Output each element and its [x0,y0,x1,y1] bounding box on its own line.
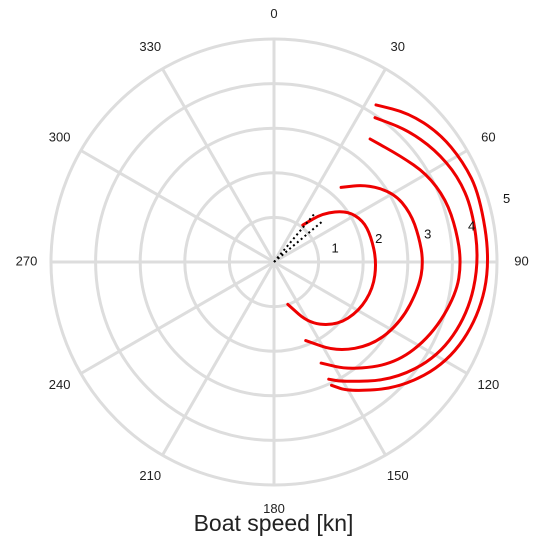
curve-label-2: 2 [375,231,382,246]
curve-label-1: 1 [331,240,338,255]
dotted-line-2 [273,219,325,263]
grid-spoke-150 [272,261,387,456]
grid-spoke-30 [272,68,387,263]
angle-tick-label: 120 [478,377,500,392]
angle-tick-label: 330 [139,39,161,54]
grid-spoke-240 [80,260,275,375]
angle-tick-label: 30 [391,39,405,54]
curve-label-4: 4 [468,219,475,234]
x-axis-label: Boat speed [kn] [193,510,354,536]
curve-label-5: 5 [503,191,510,206]
dotted-line-1 [273,211,317,263]
angle-tick-label: 180 [263,501,285,516]
curve-label-3: 3 [424,226,431,241]
curve-labels: 1 2 3 4 5 [331,191,510,255]
dotted-reference-lines [273,211,325,263]
angle-tick-label: 270 [16,253,38,268]
series-line-5 [330,103,490,392]
series-line-2 [304,184,424,351]
grid-spoke-210 [161,261,276,456]
series-line-1 [286,210,378,326]
angle-tick-label: 90 [514,253,528,268]
grid-spoke-330 [161,68,276,263]
series-line-4 [327,116,479,383]
grid-spoke-300 [80,149,275,264]
angle-tick-label: 240 [49,377,71,392]
series-line-3 [319,137,462,370]
angle-tick-label: 300 [49,130,71,145]
polar-series [286,103,490,392]
grid-spoke-60 [273,149,468,264]
angle-tick-label: 150 [387,468,409,483]
polar-grid [49,37,499,487]
angle-tick-label: 210 [139,468,161,483]
angle-tick-label: 60 [481,130,495,145]
angle-tick-label: 0 [270,6,277,21]
angle-tick-labels: 0 30 60 90 120 150 180 210 240 270 300 330 [16,6,529,516]
